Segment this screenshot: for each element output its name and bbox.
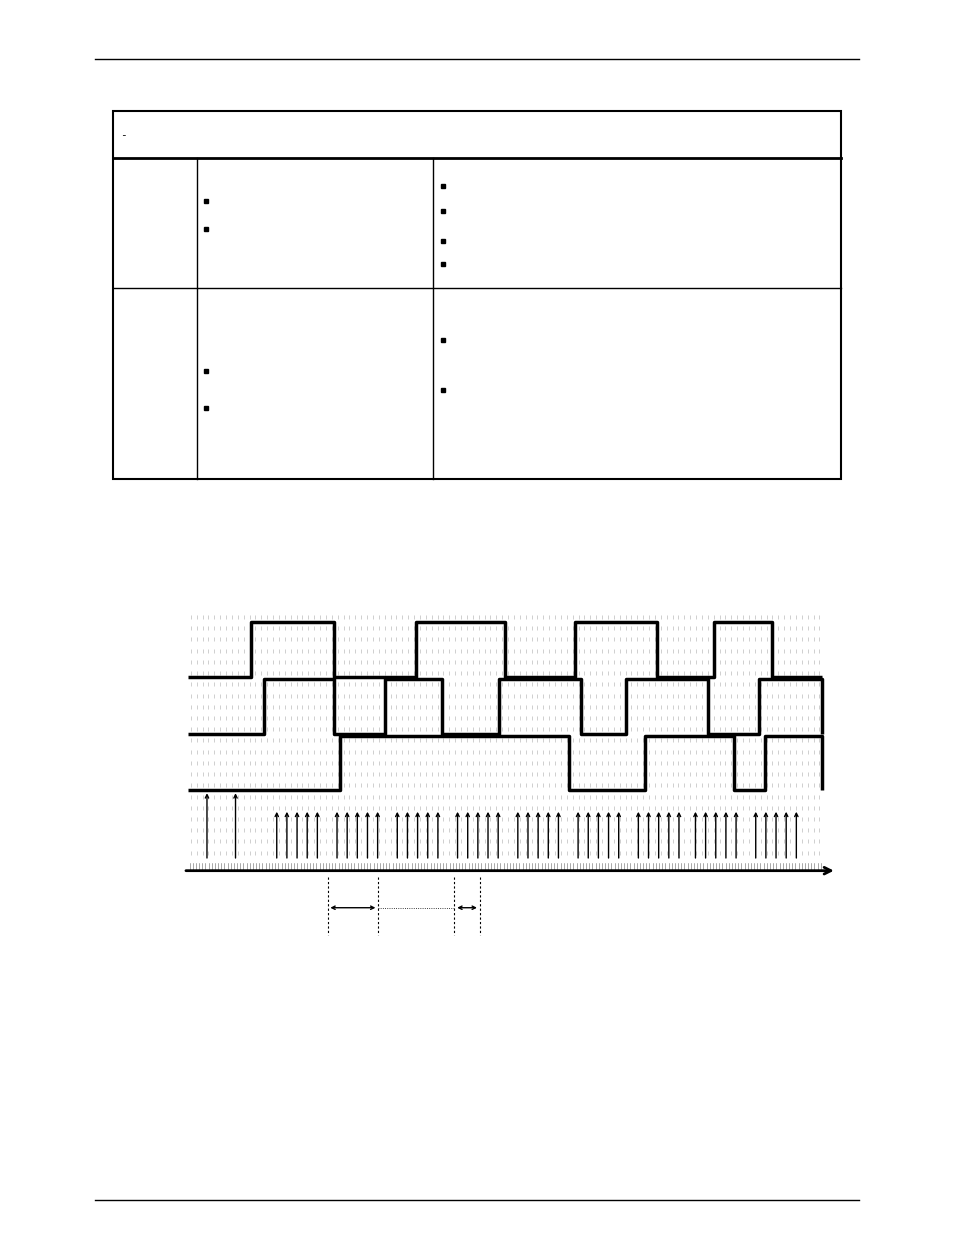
Text: -: - <box>120 130 127 140</box>
Bar <box>112 111 841 479</box>
